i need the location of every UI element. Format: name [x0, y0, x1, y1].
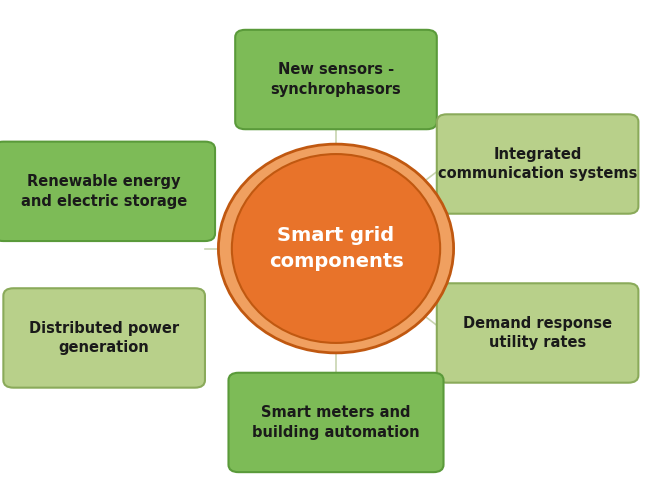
FancyBboxPatch shape — [228, 373, 444, 472]
FancyBboxPatch shape — [0, 142, 215, 241]
FancyBboxPatch shape — [3, 288, 205, 388]
Ellipse shape — [218, 144, 454, 353]
FancyBboxPatch shape — [437, 283, 638, 383]
Text: Integrated
communication systems: Integrated communication systems — [438, 147, 637, 181]
FancyBboxPatch shape — [235, 30, 437, 129]
Text: Smart grid
components: Smart grid components — [269, 226, 403, 271]
FancyBboxPatch shape — [437, 114, 638, 214]
Text: Distributed power
generation: Distributed power generation — [29, 321, 179, 355]
Text: Renewable energy
and electric storage: Renewable energy and electric storage — [21, 174, 187, 209]
Text: Demand response
utility rates: Demand response utility rates — [463, 316, 612, 350]
Text: Smart meters and
building automation: Smart meters and building automation — [252, 405, 420, 440]
Text: New sensors -
synchrophasors: New sensors - synchrophasors — [271, 62, 401, 97]
Ellipse shape — [232, 154, 440, 343]
